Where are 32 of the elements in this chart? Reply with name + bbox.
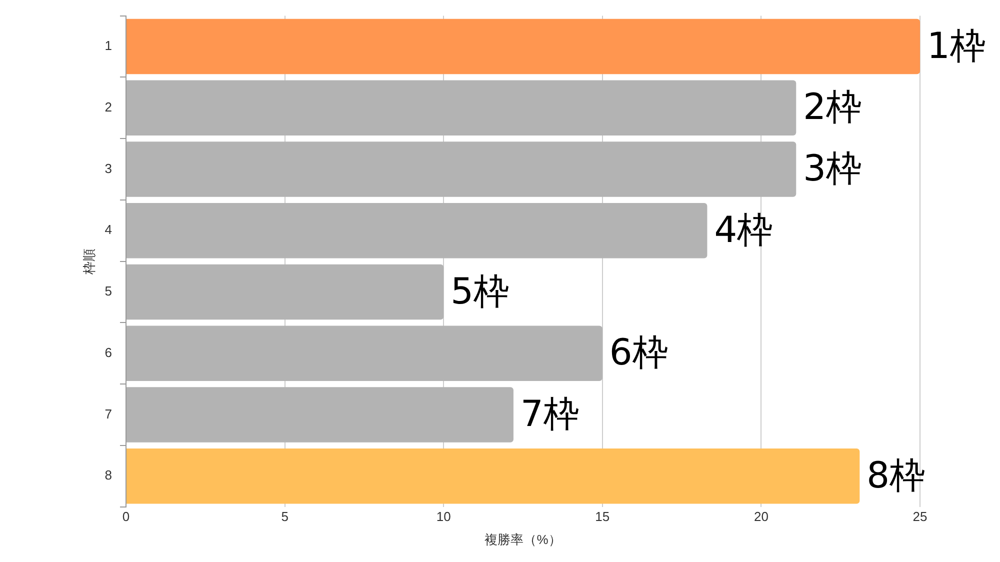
- bar: [126, 326, 602, 381]
- x-axis-title: 複勝率（%）: [484, 532, 562, 547]
- bar: [126, 18, 920, 74]
- y-tick-label: 2: [104, 99, 112, 114]
- annotation: 8枠: [866, 455, 926, 496]
- x-tick-label: 15: [595, 509, 610, 524]
- y-tick-label: 7: [104, 406, 112, 422]
- y-axis-title: 枠順: [81, 248, 96, 276]
- annotation: 7枠: [520, 394, 580, 436]
- annotation: 3枠: [803, 148, 862, 190]
- y-tick-label: 1: [104, 38, 112, 54]
- y-tick-label: 4: [104, 222, 112, 238]
- y-tick-label: 8: [104, 468, 112, 483]
- y-tick-label: 5: [104, 284, 112, 299]
- annotation: 2枠: [803, 87, 862, 128]
- x-tick-label: 5: [281, 509, 288, 524]
- bar: [126, 80, 796, 136]
- bar: [126, 448, 860, 504]
- annotation: 5枠: [450, 271, 510, 312]
- x-tick-label: 25: [912, 509, 928, 524]
- annotation: 6枠: [609, 332, 668, 374]
- annotation: 4枠: [714, 210, 774, 251]
- bar: [126, 142, 796, 197]
- x-tick-label: 20: [754, 509, 768, 524]
- annotation: 1枠: [927, 26, 986, 67]
- bar: [126, 264, 444, 320]
- bar: [126, 202, 708, 258]
- y-tick-label: 6: [104, 344, 112, 360]
- x-tick-label: 0: [122, 509, 130, 524]
- bar: [126, 387, 514, 442]
- y-tick-label: 3: [104, 160, 112, 176]
- x-tick-label: 10: [436, 509, 451, 524]
